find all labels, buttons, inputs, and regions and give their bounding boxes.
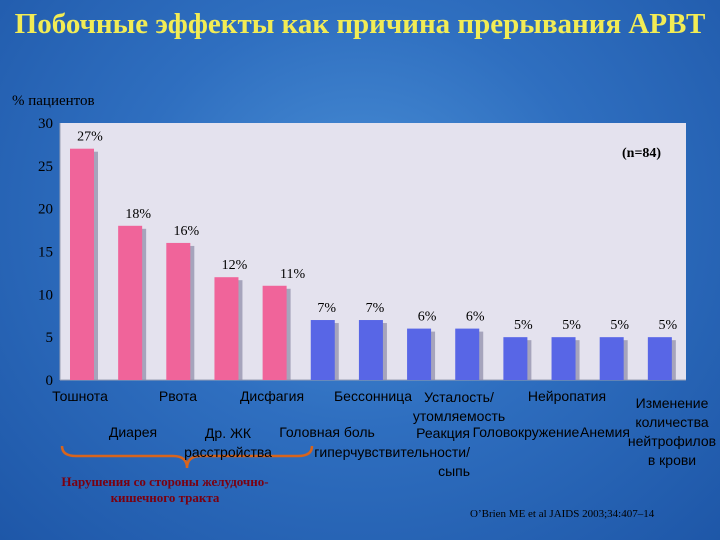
bar: [503, 337, 528, 380]
data-label: 27%: [77, 130, 103, 145]
citation: O’Brien ME et al JAIDS 2003;34:407–14: [470, 508, 655, 520]
data-label: 5%: [610, 318, 629, 333]
data-label: 12%: [222, 258, 248, 273]
chart-title: Побочные эффекты как причина прерывания …: [14, 8, 706, 40]
bar: [551, 337, 576, 380]
bar: [407, 328, 432, 380]
bar: [310, 320, 335, 380]
y-tick-label: 10: [38, 287, 53, 303]
data-label: 5%: [659, 318, 678, 333]
category-label: Головная боль: [279, 424, 375, 440]
bar: [455, 328, 480, 380]
sample-size-note: (n=84): [622, 146, 662, 161]
bar: [166, 242, 191, 380]
bar: [358, 320, 383, 380]
data-label: 11%: [280, 267, 305, 282]
category-label: Др. ЖК расстройства: [184, 425, 272, 460]
bar: [262, 285, 287, 380]
y-tick-label: 30: [38, 116, 53, 132]
data-label: 6%: [418, 310, 437, 325]
category-label: Рвота: [158, 388, 198, 404]
y-tick-label: 5: [46, 330, 54, 346]
data-label: 7%: [317, 301, 336, 316]
y-tick-label: 0: [46, 373, 54, 389]
category-label: Реакция гиперчувствительности/сыпь: [314, 425, 470, 479]
data-label: 7%: [366, 301, 385, 316]
y-tick-label: 25: [38, 159, 53, 175]
bar: [70, 148, 94, 380]
category-label: Головокружение: [472, 424, 580, 440]
data-label: 18%: [125, 207, 151, 222]
gi-brace: [60, 445, 314, 469]
category-label: Анемия: [580, 424, 630, 440]
category-label: Бессонница: [333, 388, 412, 404]
data-label: 6%: [466, 310, 485, 325]
bar: [118, 225, 143, 380]
y-tick-label: 20: [38, 202, 53, 218]
category-label: Усталость/ утомляемость: [412, 389, 506, 424]
category-label: Тошнота: [52, 388, 108, 404]
y-axis-label: % пациентов: [12, 93, 95, 109]
category-label: Диарея: [108, 424, 158, 440]
bar: [647, 337, 672, 380]
category-label: Дисфагия: [239, 388, 305, 404]
bar: [599, 337, 624, 380]
gi-disorders-label: Нарушения со стороны желудочно-кишечного…: [61, 474, 269, 505]
data-label: 16%: [173, 224, 199, 239]
data-label: 5%: [514, 318, 533, 333]
category-label: Нейропатия: [527, 388, 607, 404]
category-label: Изменение количества нейтрофилов в крови: [627, 395, 717, 468]
y-tick-label: 15: [38, 245, 53, 261]
bar: [214, 277, 239, 380]
data-label: 5%: [562, 318, 581, 333]
